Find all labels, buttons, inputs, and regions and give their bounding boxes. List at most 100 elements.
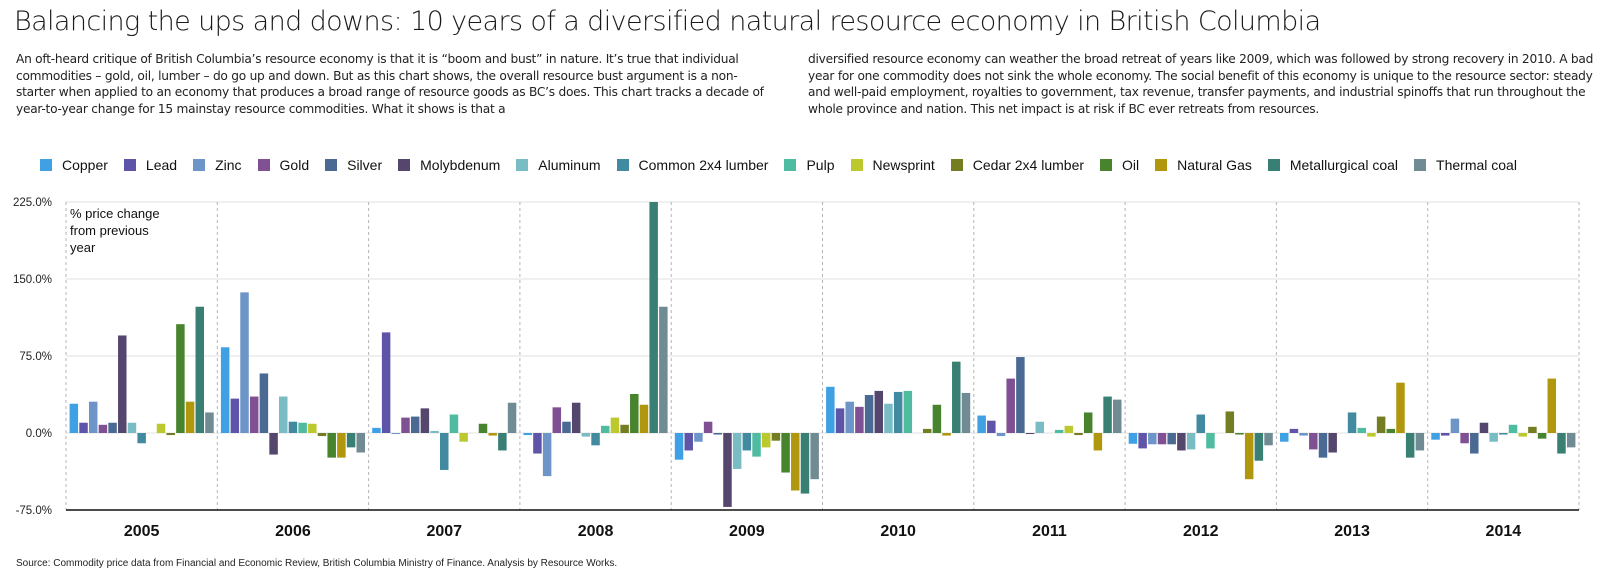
bar-copper-2007 [372, 427, 381, 433]
legend-swatch [1414, 159, 1427, 171]
bar-metallurgical-coal-2005 [195, 306, 205, 433]
bar-natural-gas-2013 [1396, 382, 1405, 433]
x-tick-label: 2014 [1486, 523, 1522, 540]
bar-molybdenum-2013 [1328, 433, 1337, 453]
legend-swatch [193, 159, 206, 171]
bar-lead-2011 [987, 420, 996, 433]
legend-label: Natural Gas [1177, 157, 1252, 173]
bar-newsprint-2009 [761, 433, 771, 448]
bar-pulp-2010 [903, 390, 913, 433]
bar-thermal-coal-2006 [356, 433, 365, 453]
bar-oil-2011 [1083, 412, 1093, 433]
bar-copper-2011 [977, 415, 986, 433]
y-tick-label: 0.0% [26, 428, 52, 440]
legend-label: Molybdenum [420, 157, 501, 173]
legend-swatch [1267, 159, 1280, 171]
bar-zinc-2008 [542, 433, 552, 477]
bar-copper-2008 [523, 433, 532, 436]
legend-swatch [1155, 159, 1168, 171]
bar-pulp-2009 [752, 433, 761, 457]
bar-newsprint-2008 [610, 417, 620, 433]
bar-newsprint-2006 [308, 423, 317, 433]
bar-thermal-coal-2011 [1113, 399, 1122, 433]
bar-molybdenum-2011 [1025, 433, 1035, 435]
legend-swatch [40, 159, 52, 171]
bar-gold-2010 [855, 406, 864, 433]
bar-pulp-2014 [1508, 424, 1518, 433]
bar-oil-2007 [478, 423, 488, 433]
legend-swatch [123, 159, 136, 171]
bar-gold-2013 [1309, 433, 1318, 450]
bar-lead-2008 [533, 433, 542, 454]
legend-item: Aluminum [516, 157, 601, 173]
bar-oil-2010 [932, 404, 942, 433]
legend-label: Newsprint [872, 157, 935, 173]
legend-swatch [616, 159, 629, 171]
bar-newsprint-2014 [1518, 433, 1527, 437]
y-tick-label: 75.0% [19, 351, 52, 363]
source-note: Source: Commodity price data from Financ… [16, 558, 618, 569]
bar-metallurgical-coal-2011 [1103, 396, 1112, 433]
bar-zinc-2014 [1450, 418, 1460, 433]
legend-item: Natural Gas [1155, 157, 1252, 173]
legend-item: Metallurgical coal [1267, 157, 1398, 173]
bar-natural-gas-2009 [791, 433, 800, 491]
bar-common-2x4-lumber-2012 [1196, 414, 1205, 433]
x-tick-label: 2012 [1183, 523, 1219, 540]
legend-swatch [398, 159, 411, 171]
legend-item: Oil [1100, 157, 1139, 173]
intro-text-left: An oft-heard critique of British Columbi… [16, 52, 764, 116]
bar-cedar-2x4-lumber-2013 [1376, 416, 1386, 433]
bar-molybdenum-2008 [571, 402, 581, 433]
bar-metallurgical-coal-2006 [346, 433, 356, 448]
bar-lead-2009 [684, 433, 693, 451]
bar-metallurgical-coal-2012 [1254, 433, 1264, 461]
bar-gold-2006 [249, 396, 259, 433]
bar-pulp-2006 [298, 422, 307, 433]
bar-molybdenum-2005 [118, 335, 127, 433]
bar-oil-2008 [630, 393, 639, 433]
y-axis-annotation: % price change [70, 206, 160, 221]
bar-cedar-2x4-lumber-2014 [1528, 426, 1537, 433]
bar-gold-2007 [401, 417, 410, 433]
bar-pulp-2013 [1357, 427, 1366, 433]
bar-copper-2009 [674, 433, 684, 460]
bar-cedar-2x4-lumber-2012 [1225, 411, 1235, 433]
bar-silver-2011 [1016, 357, 1025, 433]
bar-cedar-2x4-lumber-2010 [922, 428, 932, 433]
x-tick-label: 2006 [275, 523, 311, 540]
bar-aluminum-2009 [732, 433, 742, 469]
bar-zinc-2009 [694, 433, 703, 442]
bar-copper-2012 [1128, 433, 1138, 444]
bar-common-2x4-lumber-2007 [440, 433, 449, 470]
bar-newsprint-2005 [156, 423, 166, 433]
bar-aluminum-2011 [1035, 421, 1045, 433]
bar-oil-2014 [1537, 433, 1547, 439]
bar-zinc-2010 [845, 401, 854, 433]
bar-zinc-2012 [1148, 433, 1157, 445]
legend-item: Lead [123, 157, 177, 173]
bar-molybdenum-2009 [723, 433, 732, 507]
legend-label: Common 2x4 lumber [638, 157, 769, 173]
bar-common-2x4-lumber-2008 [591, 433, 600, 446]
bar-metallurgical-coal-2014 [1557, 433, 1566, 454]
bar-thermal-coal-2005 [205, 412, 214, 433]
bar-thermal-coal-2014 [1566, 433, 1576, 448]
legend-label: Thermal coal [1436, 157, 1517, 173]
bar-silver-2006 [259, 373, 269, 433]
bar-metallurgical-coal-2007 [498, 433, 507, 451]
bar-cedar-2x4-lumber-2011 [1074, 433, 1083, 436]
bar-lead-2013 [1289, 428, 1299, 433]
x-tick-label: 2013 [1334, 523, 1370, 540]
bar-lead-2005 [79, 422, 88, 433]
legend-swatch [950, 159, 963, 171]
bar-common-2x4-lumber-2005 [137, 433, 146, 444]
legend-item: Cedar 2x4 lumber [950, 157, 1084, 173]
bar-natural-gas-2005 [185, 401, 195, 433]
legend-label: Pulp [806, 157, 835, 173]
bar-pulp-2012 [1206, 433, 1215, 449]
bar-natural-gas-2007 [488, 433, 497, 436]
bar-lead-2012 [1138, 433, 1147, 449]
bar-molybdenum-2006 [269, 433, 278, 455]
legend-item: Gold [257, 157, 309, 173]
